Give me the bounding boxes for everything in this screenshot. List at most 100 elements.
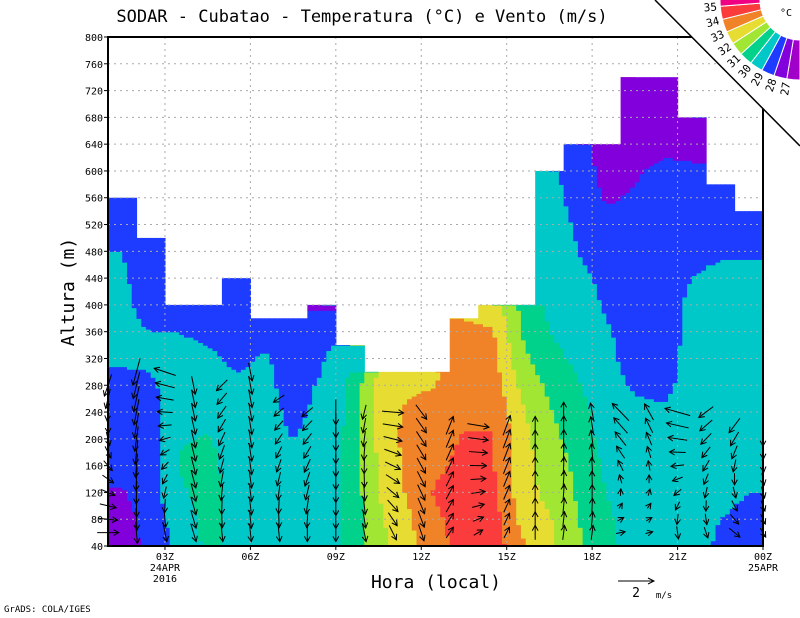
contour-cell (340, 425, 346, 547)
contour-cell (359, 345, 365, 346)
contour-cell (587, 144, 593, 145)
wind-arrow-head (702, 518, 710, 526)
wind-arrow-head (731, 465, 738, 473)
contour-cell (354, 345, 361, 346)
y-tick-label: 600 (85, 167, 103, 178)
wind-arrow-head (702, 505, 710, 513)
contour-cell (715, 524, 721, 547)
wind-arrow-shaft (276, 459, 282, 473)
contour-cell (221, 278, 228, 362)
wind-arrow-head (107, 477, 115, 484)
wind-arrow (560, 524, 568, 540)
wind-arrow-shaft (646, 446, 652, 459)
wind-arrow (445, 443, 455, 461)
contour-cell (492, 304, 498, 338)
wind-arrow-shaft (503, 513, 510, 526)
wind-arrow-head (616, 502, 623, 510)
contour-cell (601, 144, 607, 202)
contour-cell (421, 390, 427, 547)
wind-arrow (303, 458, 311, 474)
wind-arrow-head (361, 495, 368, 502)
contour-cell (487, 304, 494, 327)
contour-cell (416, 371, 422, 394)
contour-cell (463, 320, 470, 432)
contour-cell (463, 318, 470, 322)
wind-arrow-shaft (248, 362, 253, 381)
wind-arrow (471, 488, 487, 496)
contour-cell (506, 304, 513, 306)
contour-cell (525, 353, 532, 424)
wind-arrow (130, 358, 141, 387)
wind-arrow (730, 514, 740, 525)
contour-cell (473, 430, 479, 547)
contour-cell (312, 385, 318, 547)
wind-arrow-head (274, 438, 281, 445)
wind-arrow-head (731, 492, 738, 499)
wind-arrow-head (275, 465, 282, 473)
wind-arrow (589, 510, 596, 527)
wind-arrow-shaft (445, 513, 454, 526)
contour-cell (729, 508, 736, 547)
wind-arrow (531, 415, 539, 435)
wind-arrow-shaft (418, 524, 425, 541)
contour-cell (350, 345, 356, 346)
wind-arrow (360, 444, 368, 462)
contour-cell (615, 200, 622, 362)
wind-arrow (560, 483, 568, 501)
wind-arrow-shaft (157, 411, 173, 414)
wind-arrow-head (217, 453, 225, 461)
contour-cell (397, 446, 403, 547)
wind-arrow-shaft (190, 429, 197, 448)
wind-arrow (384, 448, 403, 457)
wind-arrow-head (617, 487, 624, 495)
wind-arrow (190, 402, 198, 423)
contour-cell (136, 369, 142, 539)
contour-cell (682, 160, 688, 298)
wind-arrow (588, 456, 596, 474)
contour-cell (554, 342, 560, 424)
contour-cell (131, 197, 138, 309)
wind-arrow-head (361, 508, 369, 516)
wind-arrow (217, 445, 225, 461)
contour-cell (725, 184, 731, 260)
wind-arrow-head (645, 431, 652, 439)
wind-arrow-shaft (161, 461, 169, 470)
wind-arrow-head (644, 403, 650, 410)
wind-arrow-head (191, 415, 198, 423)
wind-arrow (729, 431, 740, 447)
wind-arrow-shaft (248, 429, 253, 448)
wind-arrow-head (247, 468, 255, 476)
y-tick-label: 360 (85, 328, 103, 339)
contour-cell (535, 170, 541, 306)
wind-arrow (153, 366, 176, 376)
wind-arrow (698, 406, 714, 419)
wind-arrow (472, 515, 485, 523)
wind-arrow-head (332, 523, 340, 530)
wind-arrow-head (505, 428, 512, 436)
contour-cell (449, 318, 456, 319)
wind-arrow-shaft (303, 445, 312, 459)
legend-label: 34 (705, 14, 721, 30)
x-tick-label: 15Z (498, 552, 516, 563)
contour-cell (378, 371, 384, 504)
wind-arrow (360, 417, 368, 434)
contour-cell (207, 347, 214, 437)
wind-arrow (560, 401, 567, 422)
wind-arrow-head (161, 521, 169, 529)
contour-cell (748, 259, 755, 494)
wind-arrow-shaft (164, 498, 166, 513)
wind-arrow (674, 501, 681, 511)
wind-arrow-head (215, 384, 223, 392)
contour-cell (739, 211, 745, 260)
contour-cell (255, 355, 261, 547)
wind-arrow-head (156, 408, 163, 416)
wind-arrow-shaft (248, 416, 253, 435)
contour-cell (117, 251, 123, 368)
contour-cell (179, 476, 185, 547)
wind-arrow-head (560, 524, 568, 532)
wind-arrow (247, 376, 255, 396)
contour-cell (274, 387, 280, 547)
wind-arrow-head (391, 519, 398, 527)
contour-cell (691, 162, 698, 277)
wind-arrow (190, 416, 198, 436)
